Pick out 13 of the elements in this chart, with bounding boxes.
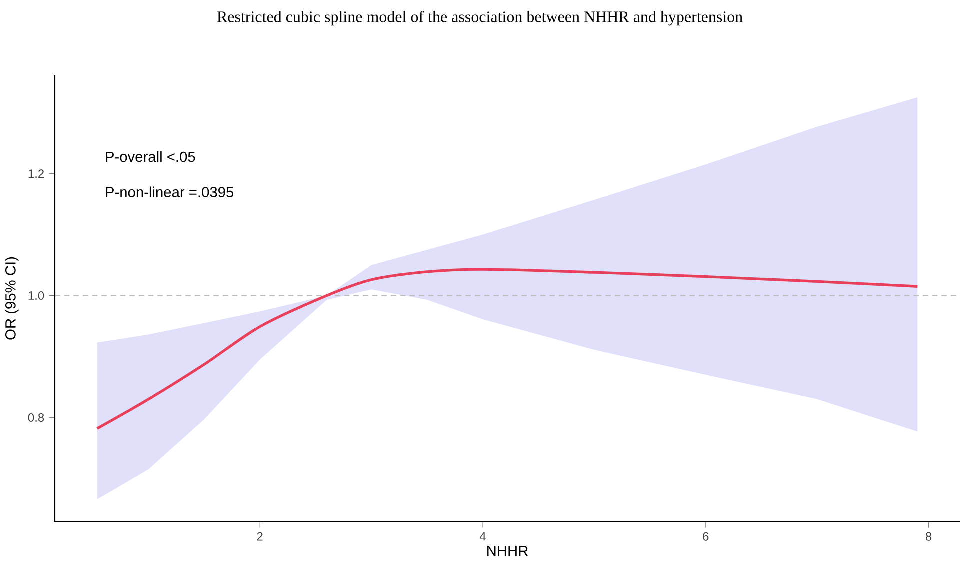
x-tick-label: 6 [703, 532, 709, 541]
y-tick-label: 0.8 [28, 413, 44, 422]
line-series [96, 268, 919, 430]
y-tick-label: 1.2 [28, 170, 44, 178]
annotation: P-overall <.05 [106, 151, 196, 162]
x-tick-label: 2 [257, 532, 263, 541]
y-axis-title: OR (95% CI) [5, 257, 19, 340]
annotation: P-non-linear =.0395 [106, 186, 234, 198]
x-tick-label: 8 [926, 532, 932, 541]
x-axis-title: NHHR [488, 546, 528, 556]
x-tick-label: 4 [480, 532, 486, 541]
y-tick-label: 1.0 [28, 292, 44, 300]
chart-title: Restricted cubic spline model of the association between NHHR and hypertension [217, 10, 743, 26]
